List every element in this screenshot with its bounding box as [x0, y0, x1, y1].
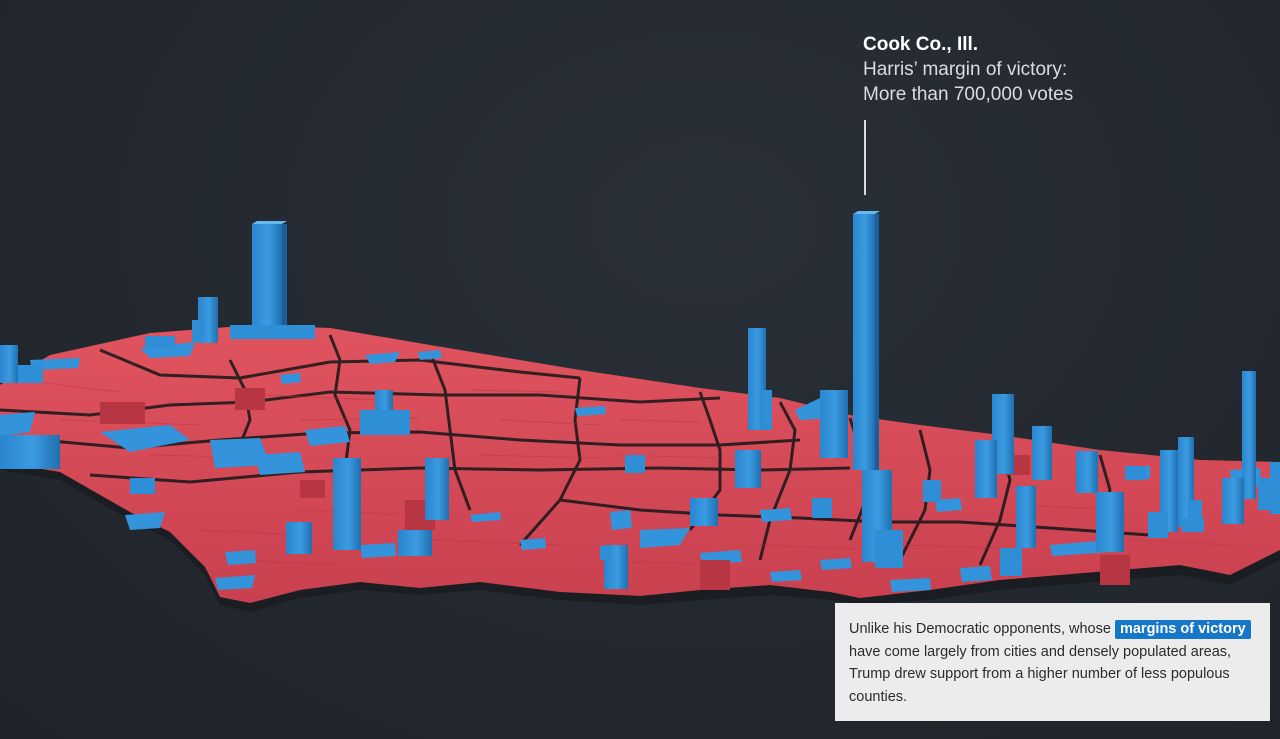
bar-southeast: [862, 470, 903, 568]
bar-south-west: [425, 458, 449, 520]
bar-midwest-mid: [625, 390, 848, 488]
bar-mountain: [333, 458, 361, 550]
bar-upper-midwest: [748, 328, 772, 430]
bar-left-lower: [0, 435, 60, 469]
bar-northeast: [1222, 371, 1280, 524]
blue-county-patches: [0, 342, 1262, 592]
bar-bay-area: [192, 297, 218, 343]
callout-margin-value: More than 700,000 votes: [863, 84, 1074, 105]
bar-left-edge: [0, 345, 43, 383]
county-callout: Cook Co., Ill. Harris’ margin of victory…: [863, 32, 1073, 107]
caption-highlight-margins: margins of victory: [1114, 620, 1251, 639]
bar-texas-small: [286, 498, 718, 589]
caption-text-after: have come largely from cities and densel…: [849, 643, 1232, 705]
callout-county-name: Cook Co., Ill.: [863, 34, 979, 55]
callout-margin-label: Harris’ margin of victory:: [863, 59, 1068, 80]
bar-great-lakes: [975, 394, 1098, 498]
caption-box: Unlike his Democratic opponents, whose m…: [835, 603, 1270, 721]
callout-leader-line: [864, 120, 866, 195]
bar-small-misc: [130, 336, 1204, 576]
bar-mid-west: [360, 390, 410, 435]
blue-margin-bars: [0, 211, 1280, 589]
bar-cook-county: [853, 211, 880, 470]
caption-text-before: Unlike his Democratic opponents, whose: [849, 621, 1115, 637]
bar-los-angeles: [230, 221, 315, 339]
